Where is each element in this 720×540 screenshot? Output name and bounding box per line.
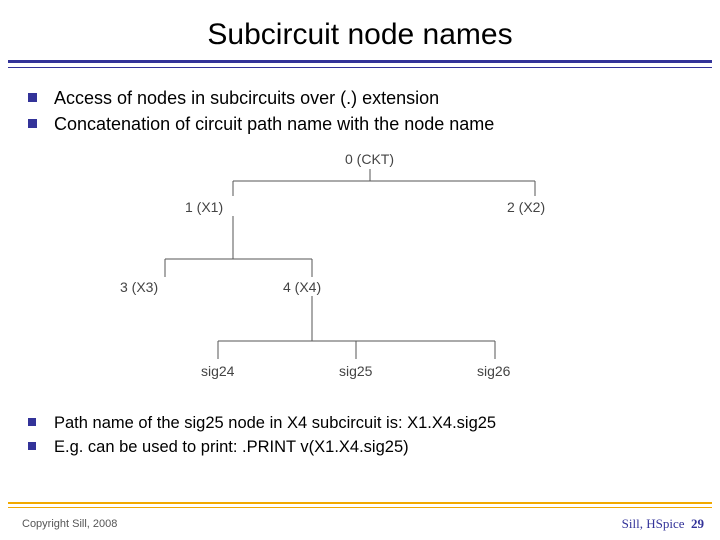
diagram-leaf-sig26: sig26 — [477, 363, 510, 379]
bullet-item: Path name of the sig25 node in X4 subcir… — [22, 412, 698, 434]
diagram-node-n4: 4 (X4) — [283, 279, 321, 295]
diagram-leaf-sig24: sig24 — [201, 363, 234, 379]
diagram-lines — [115, 151, 605, 386]
page-number: 29 — [691, 516, 704, 531]
slide-title: Subcircuit node names — [0, 0, 720, 60]
footer: Copyright Sill, 2008 Sill, HSpice 29 — [22, 516, 704, 532]
diagram-node-root: 0 (CKT) — [345, 151, 394, 167]
diagram-node-n3: 3 (X3) — [120, 279, 158, 295]
diagram-node-n2: 2 (X2) — [507, 199, 545, 215]
diagram-leaf-sig25: sig25 — [339, 363, 372, 379]
bullet-item: Access of nodes in subcircuits over (.) … — [22, 86, 698, 110]
bottom-bullet-area: Path name of the sig25 node in X4 subcir… — [22, 412, 698, 461]
footer-underline — [8, 502, 712, 508]
bullet-item: Concatenation of circuit path name with … — [22, 112, 698, 136]
copyright-text: Copyright Sill, 2008 — [22, 518, 117, 530]
diagram-node-n1: 1 (X1) — [185, 199, 223, 215]
content-area: Access of nodes in subcircuits over (.) … — [0, 68, 720, 386]
footer-right: Sill, HSpice 29 — [622, 516, 704, 532]
bullet-item: E.g. can be used to print: .PRINT v(X1.X… — [22, 436, 698, 458]
hierarchy-diagram: 0 (CKT) 1 (X1) 2 (X2) 3 (X3) 4 (X4) sig2… — [115, 151, 605, 386]
title-underline — [8, 60, 712, 68]
bottom-bullet-list: Path name of the sig25 node in X4 subcir… — [22, 412, 698, 459]
top-bullet-list: Access of nodes in subcircuits over (.) … — [22, 86, 698, 137]
footer-right-text: Sill, HSpice — [622, 516, 685, 531]
